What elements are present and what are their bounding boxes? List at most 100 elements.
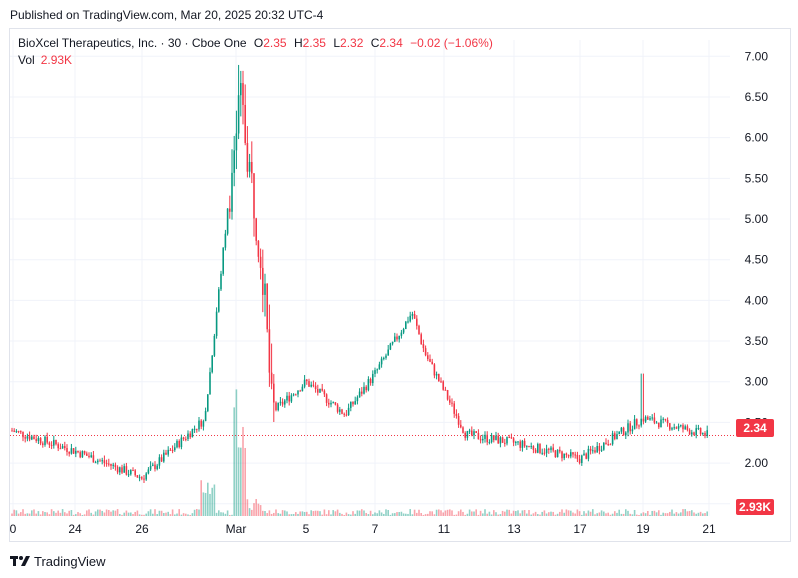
candle-body [57,444,59,449]
footer[interactable]: TradingView [10,552,106,570]
volume-bar [259,505,262,516]
candle-body [605,442,607,445]
candle-body [343,413,345,415]
volume-bar [550,511,552,516]
volume-bar [416,512,418,516]
candle-body [374,370,376,374]
x-tick-label: 7 [372,522,379,536]
candle-body [354,401,356,405]
volume-bar [642,512,645,516]
volume-bar [79,513,81,516]
volume-bar [246,499,249,516]
volume-bar [345,512,348,516]
volume-bar [427,513,429,516]
volume-bar [125,510,128,516]
chart-pane[interactable] [9,28,791,542]
candle-body [673,427,675,429]
volume-bar [636,514,638,516]
candle-body [548,448,550,450]
candle-body [572,452,574,455]
candle-body [532,446,535,450]
candle-body [644,416,647,422]
candle-body [504,442,506,444]
candle-body [380,358,383,365]
volume-bar [251,509,253,516]
volume-bar [59,512,62,516]
volume-bar [22,509,24,516]
candle-body [358,391,361,398]
legend-high-value: 2.35 [302,36,326,50]
volume-bar [501,510,504,516]
volume-bar [35,513,37,516]
volume-bar [81,514,84,516]
volume-bar [182,513,185,516]
candle-body [449,399,451,403]
volume-bar [341,513,343,516]
volume-bar [248,508,251,516]
volume-bar [592,509,594,516]
volume-bar [631,514,634,516]
volume-bar [138,514,141,516]
candle-body [303,379,306,387]
volume-bar [77,512,79,516]
candle-body [53,439,55,446]
candle-body [515,441,517,443]
candle-body [345,414,348,416]
candle-body [295,394,297,396]
candle-body [160,457,163,462]
volume-bar [33,509,35,516]
candle-body [319,388,321,393]
candle-body [286,395,288,401]
candle-body [365,386,367,391]
volume-bar [686,511,689,516]
candle-body [438,373,440,382]
volume-bar [402,513,405,516]
candle-body [13,430,15,432]
candle-body [550,447,552,450]
volume-bar [508,509,510,516]
candle-body [521,440,524,448]
candle-body [660,419,662,428]
candle-body [28,436,31,440]
candle-body [224,233,227,248]
candle-body [163,452,165,462]
volume-bar [658,510,660,516]
candle-body [105,463,108,465]
candle-body [240,83,242,96]
candle-body [704,433,706,436]
candle-body [112,464,114,466]
volume-bar [193,509,196,516]
volume-bar [649,514,651,516]
candle-body [587,448,590,459]
candle-body [567,454,570,457]
volume-bar [17,513,20,516]
candle-body [259,256,262,268]
volume-bar [121,514,123,516]
volume-bar [321,514,323,516]
volume-bar [554,514,557,516]
candle-body [301,386,304,392]
candle-body [389,343,392,350]
volume-bar [66,513,68,516]
candle-body [336,404,339,412]
volume-bar [86,510,88,516]
volume-bar [655,512,658,516]
volume-bar [244,447,246,516]
volume-bar [438,509,440,516]
volume-bar [218,510,220,516]
volume-bars [11,389,708,516]
volume-bar [704,513,706,516]
volume-bar [473,511,475,516]
candle-body [697,428,700,430]
candle-body [435,373,438,376]
volume-bar [231,514,233,516]
candle-body [171,449,174,451]
candle-body [182,437,185,439]
volume-bar [314,510,317,516]
candle-body [246,142,249,172]
candle-body [598,446,601,451]
volume-bar [407,513,409,516]
candle-body [534,449,537,453]
candle-body [559,449,561,452]
